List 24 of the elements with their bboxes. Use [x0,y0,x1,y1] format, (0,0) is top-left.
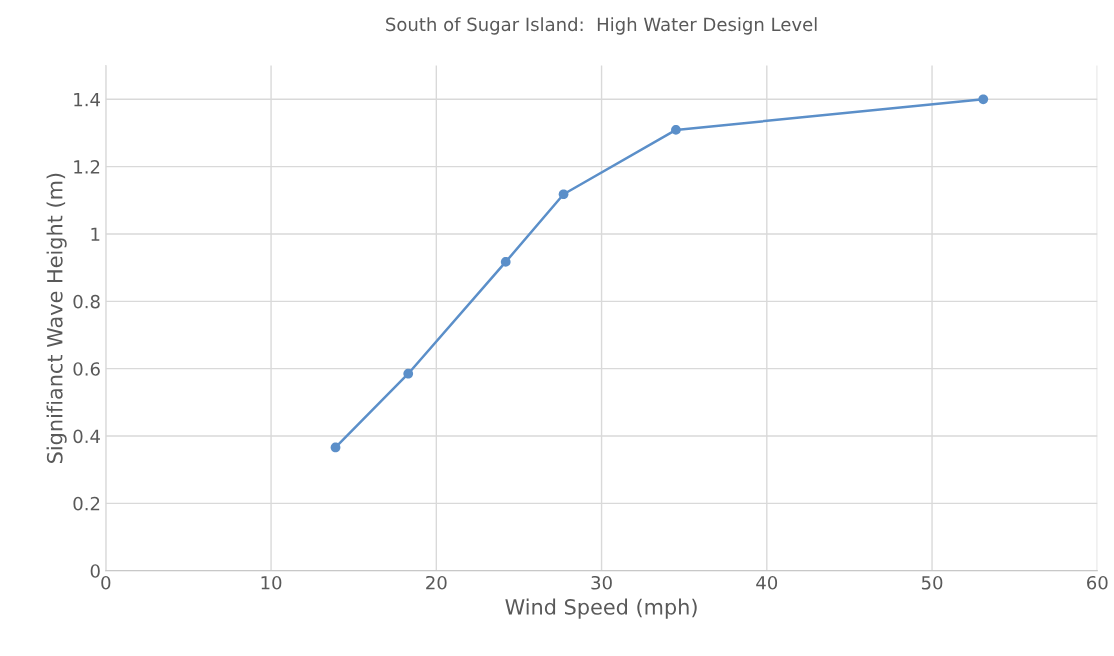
y-tick-label: 1.4 [74,92,100,107]
y-tick-label: 1.2 [74,160,100,174]
y-axis-title: Signifianct Wave Height (m) [46,173,67,463]
x-tick-label: 30 [591,575,612,590]
y-tick-label: 0.8 [73,294,100,309]
point [500,257,511,267]
x-axis-title: Wind Speed (mph) [505,598,697,619]
point [403,368,414,379]
y-tick-label: 1 [91,227,100,241]
point [330,442,341,453]
y-tick-label: 0.2 [73,496,100,511]
y-tick-label: 0.4 [73,429,100,444]
x-tick-label: 10 [261,575,282,590]
x-tick-label: 20 [426,575,447,590]
point [671,125,681,135]
y-tick-label: 0 [90,564,100,578]
x-tick-label: 40 [756,575,778,590]
point [978,94,989,105]
x-tick-label: 50 [921,575,943,590]
x-tick-label: 60 [1087,575,1108,590]
chart-title: South of Sugar Island: High Water Design Level [386,17,817,35]
x-tick-label: 0 [101,575,111,590]
y-tick-label: 0.6 [73,362,100,376]
point [558,189,569,200]
